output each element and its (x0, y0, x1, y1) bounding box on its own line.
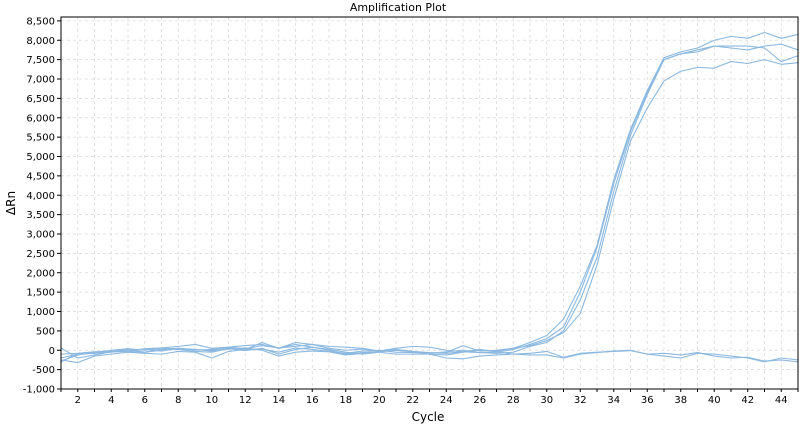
y-axis-title: ΔRn (4, 191, 18, 215)
y-tick-label: 7,500 (26, 55, 55, 66)
x-tick-label: 12 (239, 395, 252, 406)
y-tick-label: 4,500 (26, 171, 55, 182)
y-tick-label: 4,000 (26, 191, 55, 202)
x-axis-title: Cycle (412, 410, 445, 424)
x-tick-label: 4 (108, 395, 114, 406)
x-tick-label: 44 (775, 395, 788, 406)
x-tick-label: 6 (142, 395, 148, 406)
x-tick-label: 24 (440, 395, 453, 406)
series-line-6 (60, 341, 799, 364)
y-tick-label: 0 (49, 346, 55, 357)
y-tick-label: 500 (36, 326, 55, 337)
axis-layer: -1,000 -500 0 500 1,000 1,500 2,000 2,500 3,000 3… (23, 16, 799, 406)
y-tick-label: 7,000 (26, 75, 55, 86)
y-tick-label: -1,000 (23, 385, 55, 396)
x-tick-label: 38 (674, 395, 687, 406)
chart-title: Amplification Plot (350, 1, 447, 14)
x-tick-label: 36 (641, 395, 654, 406)
y-tick-label: 5,500 (26, 133, 55, 144)
y-tick-label: 1,000 (26, 307, 55, 318)
x-tick-label: 32 (574, 395, 587, 406)
x-tick-label: 30 (540, 395, 553, 406)
y-tick-label: 3,000 (26, 230, 55, 241)
y-tick-label: 8,000 (26, 36, 55, 47)
series-line-5 (60, 341, 799, 363)
x-tick-label: 2 (75, 395, 81, 406)
series-line-4 (60, 45, 799, 357)
x-tick-label: 26 (473, 395, 486, 406)
grid-layer (60, 17, 799, 390)
y-tick-label: 2,500 (26, 249, 55, 260)
x-tick-label: 22 (406, 395, 419, 406)
y-tick-label: 6,500 (26, 94, 55, 105)
x-tick-label: 10 (205, 395, 218, 406)
x-tick-label: 28 (507, 395, 520, 406)
x-tick-label: 34 (607, 395, 620, 406)
y-tick-label: 1,500 (26, 288, 55, 299)
y-tick-label: 3,500 (26, 210, 55, 221)
y-tick-label: 8,500 (26, 16, 55, 27)
y-tick-label: 5,000 (26, 152, 55, 163)
x-tick-label: 20 (373, 395, 386, 406)
x-tick-label: 40 (708, 395, 721, 406)
series-layer (60, 31, 799, 364)
x-tick-label: 42 (741, 395, 754, 406)
y-tick-label: 2,000 (26, 268, 55, 279)
x-tick-label: 8 (175, 395, 181, 406)
x-tick-label: 16 (306, 395, 319, 406)
x-tick-label: 18 (339, 395, 352, 406)
y-tick-label: 6,000 (26, 113, 55, 124)
y-tick-label: -500 (32, 365, 55, 376)
x-tick-label: 14 (272, 395, 285, 406)
